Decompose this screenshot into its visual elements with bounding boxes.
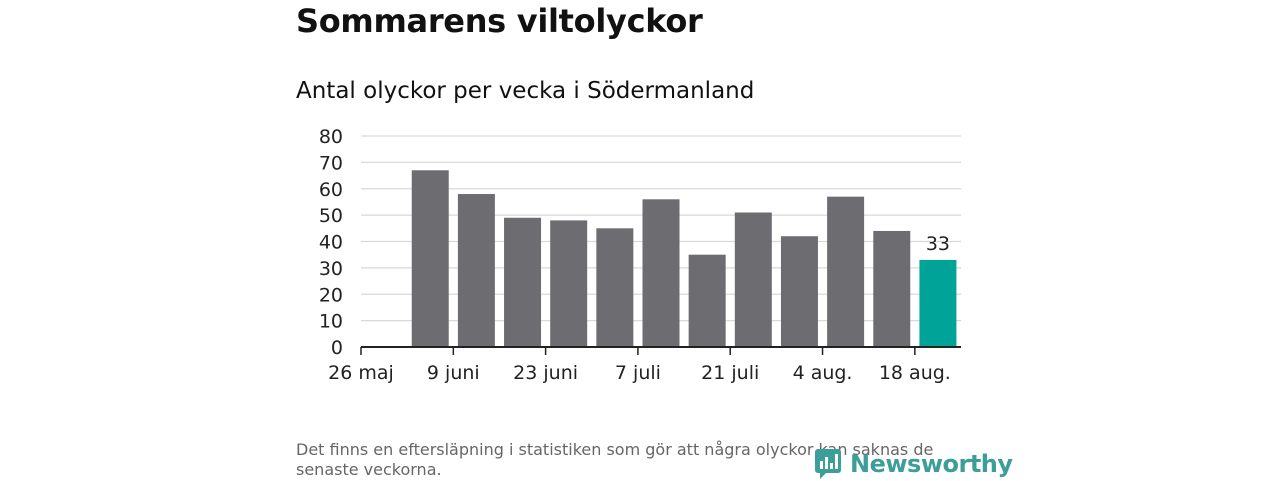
bar bbox=[780, 236, 818, 347]
y-tick-label: 0 bbox=[331, 337, 343, 359]
bar bbox=[596, 228, 634, 347]
x-tick-label: 23 juni bbox=[513, 362, 578, 384]
data-label: 33 bbox=[926, 233, 950, 255]
bar-chart: 0 10 20 30 40 50 60 70 80 33 26 maj 9 juni 23 juni 7 … bbox=[319, 126, 961, 384]
footnote: Det finns en eftersläpning i statistiken… bbox=[296, 440, 934, 479]
bar bbox=[504, 217, 542, 347]
chart-title: Sommarens viltolyckor bbox=[296, 2, 703, 40]
y-tick-label: 70 bbox=[319, 152, 343, 174]
logo-text: Newsworthy bbox=[850, 450, 1013, 478]
bar bbox=[457, 194, 495, 347]
newsworthy-logo-icon bbox=[815, 449, 841, 479]
x-tick-label: 18 aug. bbox=[879, 362, 951, 384]
x-tick-label: 21 juli bbox=[701, 362, 759, 384]
x-tick-label: 4 aug. bbox=[793, 362, 853, 384]
y-tick-label: 80 bbox=[319, 126, 343, 148]
y-tick-label: 40 bbox=[319, 232, 343, 254]
bar bbox=[550, 220, 588, 347]
y-tick-label: 30 bbox=[319, 258, 343, 280]
bar bbox=[827, 196, 865, 347]
bar bbox=[919, 259, 957, 347]
y-tick-label: 60 bbox=[319, 179, 343, 201]
x-tick-label: 26 maj bbox=[328, 362, 394, 384]
y-tick-label: 10 bbox=[319, 311, 343, 333]
bar bbox=[873, 230, 911, 347]
y-tick-label: 20 bbox=[319, 284, 343, 306]
x-tick-label: 9 juni bbox=[427, 362, 480, 384]
bar bbox=[688, 254, 726, 347]
x-tick-label: 7 juli bbox=[615, 362, 661, 384]
bar bbox=[411, 170, 449, 347]
y-tick-label: 50 bbox=[319, 205, 343, 227]
newsworthy-logo: Newsworthy bbox=[814, 447, 1013, 481]
bar bbox=[642, 199, 680, 347]
bar bbox=[734, 212, 772, 347]
chart-subtitle: Antal olyckor per vecka i Södermanland bbox=[296, 78, 755, 104]
